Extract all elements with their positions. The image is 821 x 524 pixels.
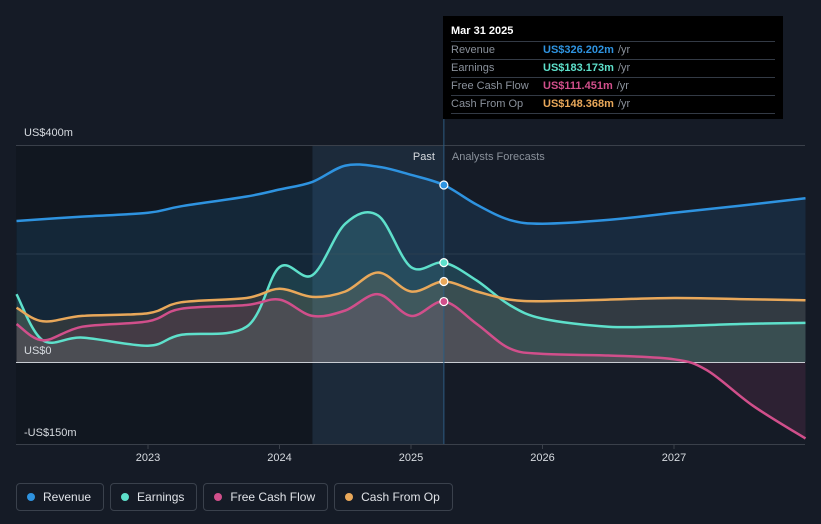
y-tick-label-zero: US$0: [24, 345, 52, 357]
revenue-marker[interactable]: [439, 180, 449, 190]
tooltip-unit: /yr: [617, 44, 631, 56]
legend-item-free-cash-flow[interactable]: Free Cash Flow: [203, 483, 329, 511]
tooltip-unit: /yr: [617, 62, 631, 74]
tooltip-row-earnings: Earnings US$183.173m /yr: [451, 60, 775, 78]
tooltip-row-revenue: Revenue US$326.202m /yr: [451, 42, 775, 60]
tooltip-value: US$148.368m: [543, 98, 614, 110]
legend-label: Revenue: [43, 490, 92, 504]
tooltip-label: Free Cash Flow: [451, 80, 529, 92]
x-tick-label: 2026: [530, 452, 554, 464]
free-cash-flow-marker[interactable]: [439, 296, 449, 307]
cash-from-op-marker[interactable]: [439, 276, 449, 287]
tooltip-label: Earnings: [451, 62, 495, 74]
past-label: Past: [413, 151, 435, 163]
legend: Revenue Earnings Free Cash Flow Cash Fro…: [16, 483, 453, 511]
tooltip-unit: /yr: [616, 80, 629, 92]
tooltip-value: US$326.202m: [543, 44, 614, 56]
cash-from-op-line: [15, 271, 806, 323]
free-cash-flow-area: [16, 294, 806, 439]
tooltip-date: Mar 31 2025: [451, 24, 775, 42]
tooltip-value: US$183.173m: [543, 62, 614, 74]
earnings-area: [16, 212, 806, 362]
earnings-dot-icon: [121, 493, 130, 501]
tooltip-row-cash-from-op: Cash From Op US$148.368m /yr: [451, 96, 775, 114]
analysts-forecasts-label: Analysts Forecasts: [452, 151, 545, 163]
x-tick-label: 2025: [399, 452, 423, 464]
x-tick-label: 2027: [662, 452, 686, 464]
tooltip-row-free-cash-flow: Free Cash Flow US$111.451m /yr: [451, 78, 775, 96]
legend-item-earnings[interactable]: Earnings: [110, 483, 198, 511]
tooltip-label: Revenue: [451, 44, 496, 56]
tooltip-value: US$111.451m: [543, 80, 613, 92]
revenue-dot-icon: [27, 493, 35, 501]
earnings-line: [15, 211, 806, 347]
legend-label: Free Cash Flow: [230, 490, 316, 504]
tooltip-unit: /yr: [617, 98, 631, 110]
cash-from-op-area: [16, 272, 806, 362]
earnings-marker[interactable]: [439, 258, 449, 268]
legend-label: Earnings: [137, 490, 185, 504]
x-tick-label: 2023: [136, 452, 160, 464]
legend-item-cash-from-op[interactable]: Cash From Op: [334, 483, 453, 511]
y-tick-label-bottom: -US$150m: [24, 427, 77, 439]
x-tick-label: 2024: [267, 452, 291, 464]
free-cash-flow-dot-icon: [214, 493, 223, 501]
tooltip: Mar 31 2025 Revenue US$326.202m /yr Earn…: [443, 16, 783, 119]
revenue-area: [16, 164, 806, 362]
legend-label: Cash From Op: [361, 490, 440, 504]
free-cash-flow-line: [15, 292, 807, 440]
legend-item-revenue[interactable]: Revenue: [16, 483, 105, 511]
chart: US$400m US$0 -US$150m Past Analysts Fore…: [15, 92, 807, 464]
y-tick-label-top: US$400m: [24, 127, 73, 139]
tooltip-label: Cash From Op: [451, 98, 524, 110]
cash-from-op-dot-icon: [345, 493, 354, 501]
revenue-line: [16, 163, 806, 225]
